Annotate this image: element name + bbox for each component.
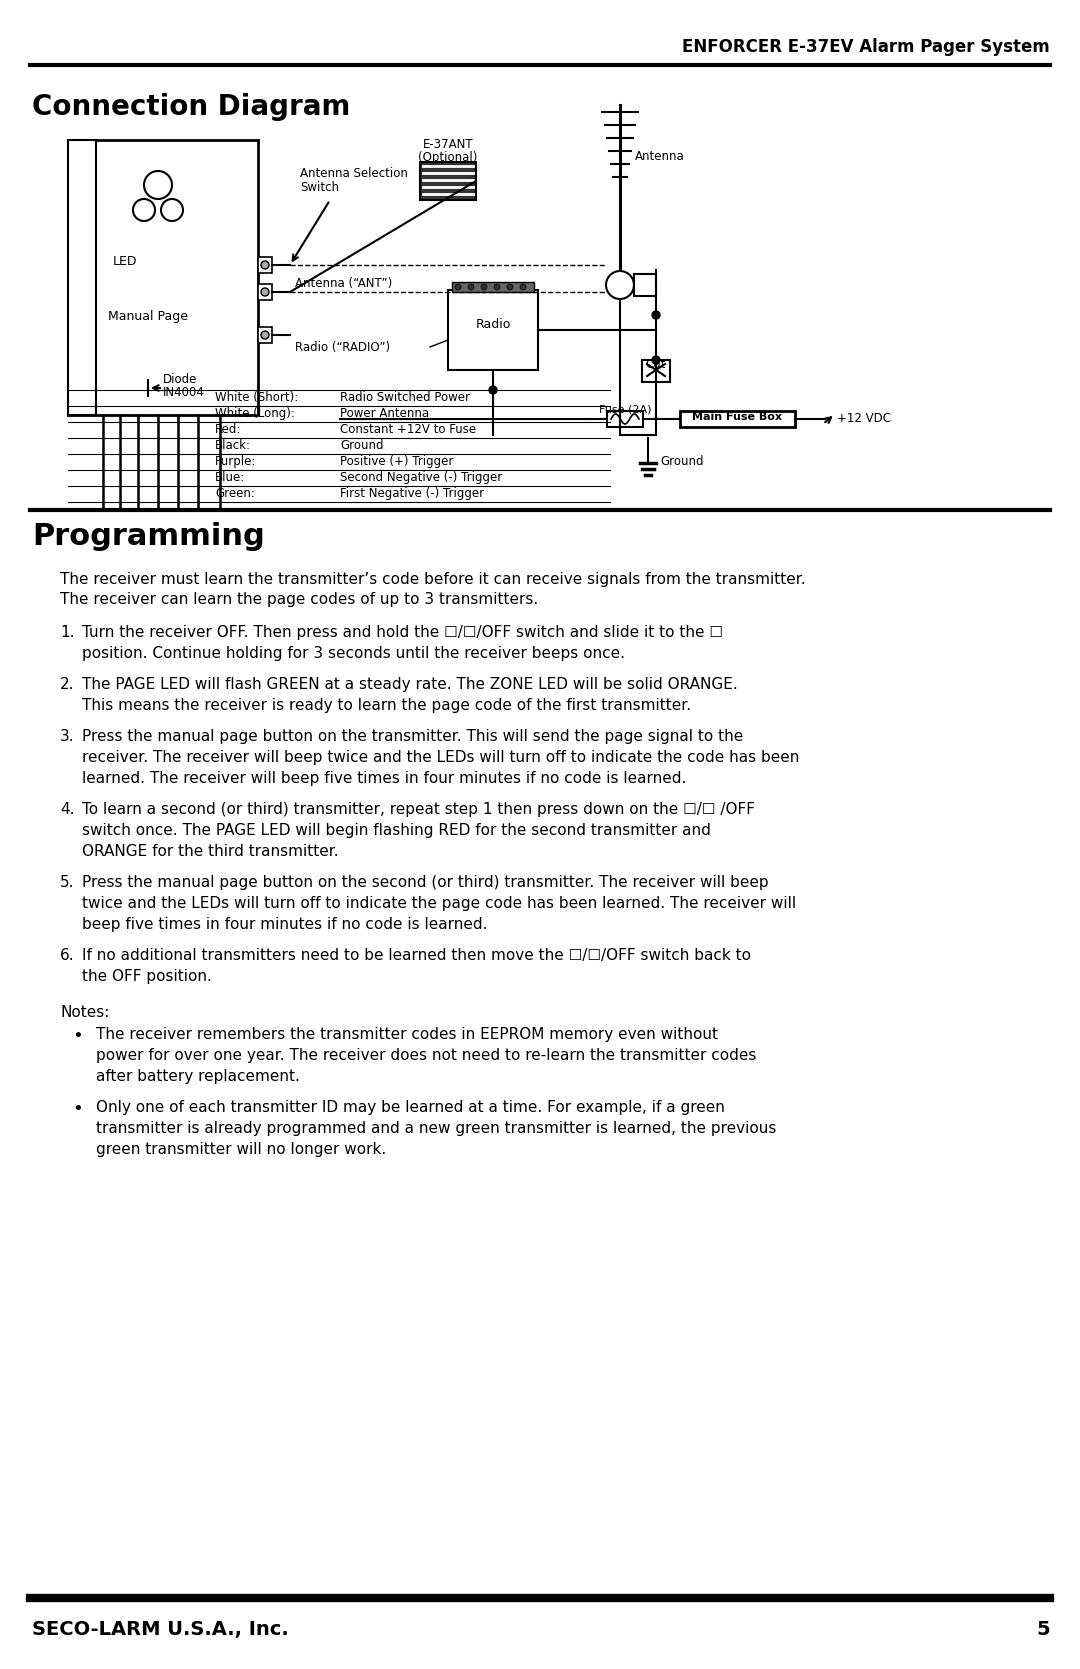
Text: beep five times in four minutes if no code is learned.: beep five times in four minutes if no co… [82,916,487,931]
Text: First Negative (-) Trigger: First Negative (-) Trigger [340,487,484,501]
Text: Antenna Selection: Antenna Selection [300,167,408,180]
Text: •: • [72,1100,83,1118]
Text: Manual Page: Manual Page [108,310,188,324]
Text: Connection Diagram: Connection Diagram [32,93,350,120]
Text: SECO-LARM U.S.A., Inc.: SECO-LARM U.S.A., Inc. [32,1621,288,1639]
Text: twice and the LEDs will turn off to indicate the page code has been learned. The: twice and the LEDs will turn off to indi… [82,896,796,911]
Text: If no additional transmitters need to be learned then move the ☐/☐/OFF switch ba: If no additional transmitters need to be… [82,948,751,963]
Text: To learn a second (or third) transmitter, repeat step 1 then press down on the ☐: To learn a second (or third) transmitter… [82,803,755,818]
Circle shape [133,199,156,220]
Bar [448,290,538,371]
Text: The receiver remembers the transmitter codes in EEPROM memory even without: The receiver remembers the transmitter c… [96,1026,718,1041]
Text: Programming: Programming [32,522,265,551]
Text: The PAGE LED will flash GREEN at a steady rate. The ZONE LED will be solid ORANG: The PAGE LED will flash GREEN at a stead… [82,678,738,693]
Circle shape [606,270,634,299]
Text: Second Negative (-) Trigger: Second Negative (-) Trigger [340,471,502,484]
Text: 4.: 4. [60,803,75,818]
Text: (Optional): (Optional) [418,150,477,164]
Circle shape [652,355,660,364]
Text: Radio: Radio [475,319,511,332]
Bar [453,282,534,292]
Text: Red:: Red: [215,422,241,436]
Bar [680,411,795,427]
Text: power for over one year. The receiver does not need to re-learn the transmitter : power for over one year. The receiver do… [96,1048,756,1063]
Text: LED: LED [113,255,137,269]
Circle shape [144,170,172,199]
Bar [642,361,670,382]
Text: 3.: 3. [60,729,75,744]
Text: 6.: 6. [60,948,75,963]
Text: 1.: 1. [60,624,75,639]
Text: +12 VDC: +12 VDC [837,412,891,426]
Circle shape [489,386,497,394]
Text: White (Short):: White (Short): [215,391,298,404]
Text: Radio Switched Power: Radio Switched Power [340,391,470,404]
Text: Green:: Green: [215,487,255,501]
Text: •: • [72,1026,83,1045]
Text: Power Antenna: Power Antenna [340,407,429,421]
Text: ORANGE for the third transmitter.: ORANGE for the third transmitter. [82,845,339,860]
Text: Fuse (2A): Fuse (2A) [598,406,651,416]
Text: IN4004: IN4004 [163,386,205,399]
Circle shape [507,284,513,290]
Text: Ground: Ground [660,456,703,467]
Text: receiver. The receiver will beep twice and the LEDs will turn off to indicate th: receiver. The receiver will beep twice a… [82,749,799,764]
Bar [258,327,272,344]
Circle shape [468,284,474,290]
Bar [68,140,96,416]
Circle shape [161,199,183,220]
Text: Turn the receiver OFF. Then press and hold the ☐/☐/OFF switch and slide it to th: Turn the receiver OFF. Then press and ho… [82,624,723,639]
Circle shape [455,284,461,290]
Text: Notes:: Notes: [60,1005,109,1020]
Text: Diode: Diode [163,372,198,386]
Circle shape [261,260,269,269]
Text: Main Fuse Box: Main Fuse Box [692,412,783,422]
Text: The receiver can learn the page codes of up to 3 transmitters.: The receiver can learn the page codes of… [60,592,538,608]
Text: learned. The receiver will beep five times in four minutes if no code is learned: learned. The receiver will beep five tim… [82,771,687,786]
Text: E-37ANT: E-37ANT [422,139,473,150]
Text: green transmitter will no longer work.: green transmitter will no longer work. [96,1142,387,1157]
Text: Press the manual page button on the second (or third) transmitter. The receiver : Press the manual page button on the seco… [82,875,769,890]
Bar [258,284,272,300]
Circle shape [494,284,500,290]
Text: Switch: Switch [300,180,339,194]
Text: Constant +12V to Fuse: Constant +12V to Fuse [340,422,476,436]
Text: This means the receiver is ready to learn the page code of the first transmitter: This means the receiver is ready to lear… [82,698,691,713]
Bar [68,140,258,416]
Circle shape [519,284,526,290]
Text: position. Continue holding for 3 seconds until the receiver beeps once.: position. Continue holding for 3 seconds… [82,646,625,661]
Text: Purple:: Purple: [215,456,256,467]
Text: Antenna (“ANT”): Antenna (“ANT”) [295,277,392,290]
Circle shape [261,289,269,295]
Text: after battery replacement.: after battery replacement. [96,1070,300,1083]
Circle shape [261,330,269,339]
Text: Press the manual page button on the transmitter. This will send the page signal : Press the manual page button on the tran… [82,729,743,744]
Bar [607,411,643,427]
Text: Antenna: Antenna [635,150,685,164]
Text: 5.: 5. [60,875,75,890]
Text: the OFF position.: the OFF position. [82,970,212,985]
Text: White (Long):: White (Long): [215,407,295,421]
Text: ENFORCER E-37EV Alarm Pager System: ENFORCER E-37EV Alarm Pager System [683,38,1050,57]
Bar [258,257,272,274]
Text: Positive (+) Trigger: Positive (+) Trigger [340,456,454,467]
Text: Black:: Black: [215,439,251,452]
Text: The receiver must learn the transmitter’s code before it can receive signals fro: The receiver must learn the transmitter’… [60,572,806,587]
Bar [420,162,476,200]
Text: transmitter is already programmed and a new green transmitter is learned, the pr: transmitter is already programmed and a … [96,1122,777,1137]
Text: Ground: Ground [340,439,383,452]
Text: Blue:: Blue: [215,471,245,484]
Text: 5: 5 [1037,1621,1050,1639]
Text: Only one of each transmitter ID may be learned at a time. For example, if a gree: Only one of each transmitter ID may be l… [96,1100,725,1115]
Text: Radio (“RADIO”): Radio (“RADIO”) [295,340,390,354]
Text: Cut: Cut [646,357,666,371]
Text: switch once. The PAGE LED will begin flashing RED for the second transmitter and: switch once. The PAGE LED will begin fla… [82,823,711,838]
Text: 2.: 2. [60,678,75,693]
Bar [634,274,656,295]
Circle shape [481,284,487,290]
Circle shape [652,310,660,319]
